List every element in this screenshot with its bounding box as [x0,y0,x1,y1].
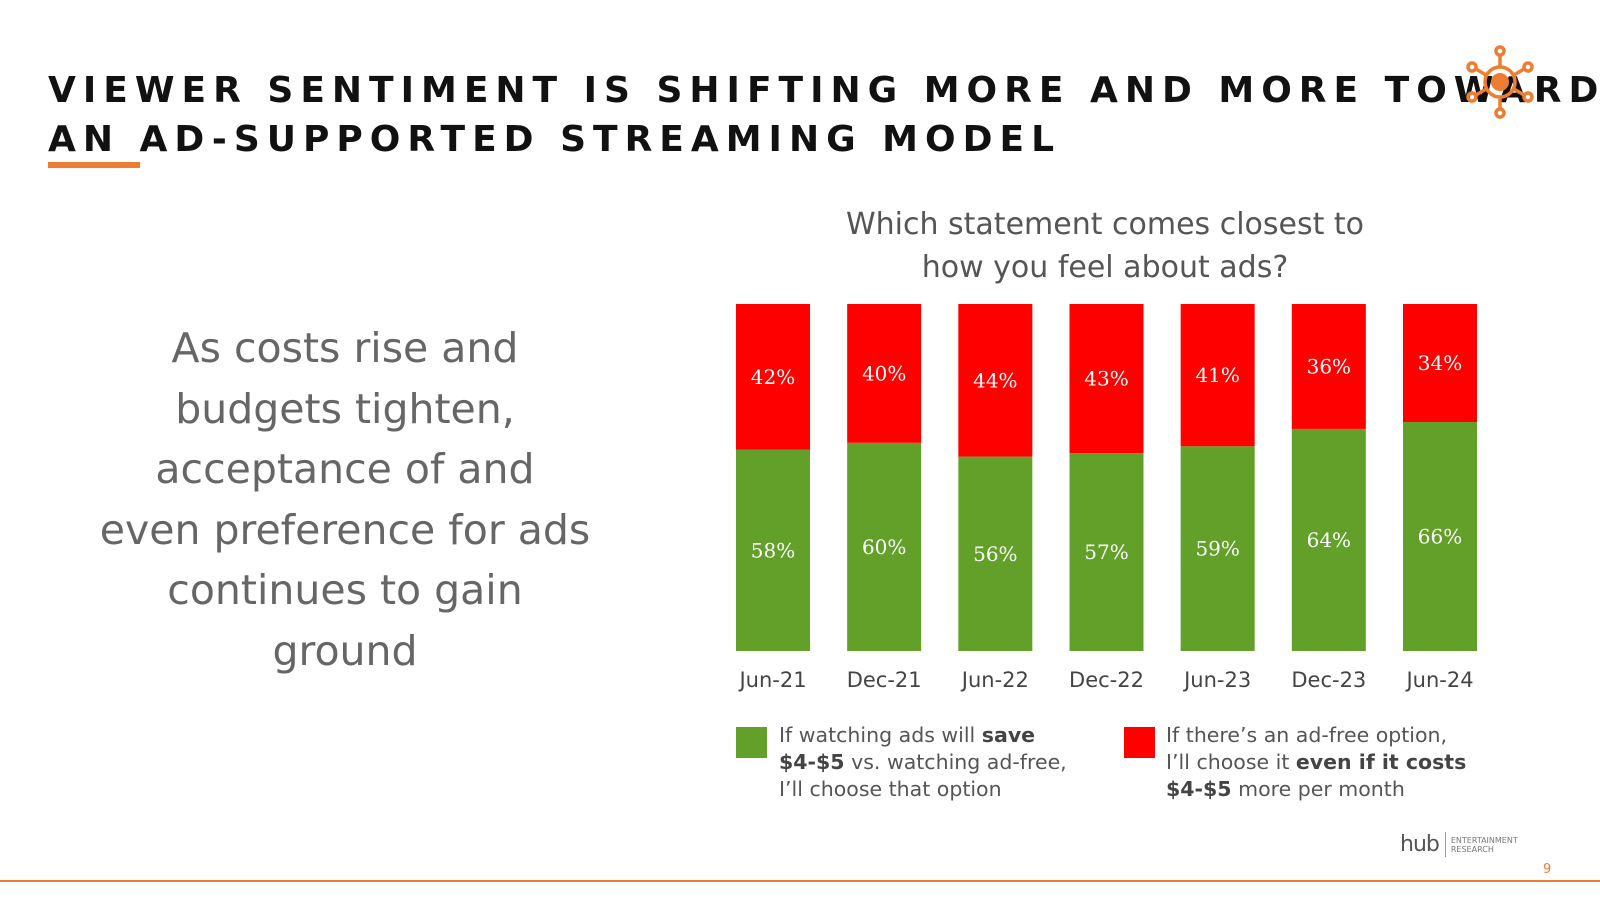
key-message-line: As costs rise and [171,324,519,372]
x-tick-label: Dec-22 [1069,668,1144,692]
data-label-save-Dec-21: 60% [862,535,906,559]
bar-adfree-Dec-22 [1069,304,1144,454]
bar-save-Jun-24 [1403,421,1477,651]
legend-save-bold-2: $4-$5 [779,750,845,774]
x-tick-label: Jun-22 [960,668,1029,692]
sun-network-icon [1466,45,1534,119]
x-tick-label: Jun-23 [1182,668,1251,692]
bar-adfree-Jun-21 [736,304,810,450]
key-message-line: continues to gain [167,566,523,614]
key-message-line: budgets tighten, [175,384,515,433]
x-tick-label: Jun-21 [737,668,806,692]
bar-adfree-Dec-23 [1291,304,1366,429]
data-label-save-Jun-23: 59% [1195,537,1239,561]
key-message-line: ground [272,626,418,675]
legend-adfree-text-2: I’ll choose it [1166,750,1296,774]
data-label-save-Dec-22: 57% [1084,540,1128,564]
slide-title-line-1: VIEWER SENTIMENT IS SHIFTING MORE AND MO… [48,70,1600,111]
data-label-adfree-Jun-22: 44% [973,368,1017,392]
legend-adfree-text-1: If there’s an ad-free option, [1166,723,1448,747]
data-label-adfree-Jun-21: 42% [751,365,795,389]
bar-adfree-Jun-23 [1180,304,1255,447]
footer-rule [0,880,1600,882]
chart-title-line-1: Which statement comes closest to [845,207,1365,242]
legend-save-text-2: vs. watching ad-free, [844,750,1067,774]
x-tick-label: Dec-23 [1291,668,1366,692]
key-message: As costs rise and budgets tighten, accep… [50,318,640,681]
legend-swatch-green [736,727,767,758]
legend-save-bold-1: save [981,723,1036,747]
brand-logo: hub ENTERTAINMENT RESEARCH [1400,832,1541,857]
bar-save-Dec-22 [1069,453,1144,651]
bar-adfree-Dec-21 [847,304,922,443]
brand-name: hub [1400,832,1446,857]
bar-save-Dec-23 [1291,428,1366,651]
brand-subtitle: ENTERTAINMENT RESEARCH [1446,836,1541,854]
bar-save-Jun-21 [736,449,810,651]
data-label-adfree-Jun-24: 34% [1418,351,1462,375]
data-label-save-Dec-23: 64% [1307,528,1351,552]
data-label-adfree-Dec-22: 43% [1084,367,1128,391]
legend-item-adfree: If there’s an ad-free option, I’ll choos… [1166,722,1486,803]
bar-adfree-Jun-22 [958,304,1033,457]
data-label-save-Jun-22: 56% [973,542,1017,566]
slide-title-line-2: AN AD-SUPPORTED STREAMING MODEL [48,119,1062,160]
data-label-save-Jun-24: 66% [1418,524,1462,548]
brand-subtitle-line-1: ENTERTAINMENT [1450,835,1518,845]
key-message-line: acceptance of and [155,445,535,493]
chart-title: Which statement comes closest to how you… [800,203,1410,289]
bar-save-Jun-22 [958,456,1033,651]
bar-adfree-Jun-24 [1403,304,1477,422]
legend-save-text-3: I’ll choose that option [779,777,1002,801]
x-tick-label: Jun-24 [1404,668,1473,692]
bar-save-Dec-21 [847,442,922,651]
data-label-adfree-Dec-23: 36% [1307,354,1351,378]
brand-subtitle-line-2: RESEARCH [1450,844,1494,854]
legend-adfree-bold-1: even if it costs [1295,750,1467,774]
data-label-adfree-Dec-21: 40% [862,361,906,385]
chart-title-line-2: how you feel about ads? [921,250,1289,285]
title-underline [48,162,140,168]
key-message-line: even preference for ads [99,505,591,554]
slide-title: VIEWER SENTIMENT IS SHIFTING MORE AND MO… [48,66,1600,164]
legend-adfree-text-3: more per month [1231,777,1405,801]
x-tick-label: Dec-21 [847,668,922,692]
bar-save-Jun-23 [1180,446,1255,651]
data-label-save-Jun-21: 58% [751,538,795,562]
page-number: 9 [1543,862,1552,877]
data-label-adfree-Jun-23: 41% [1195,363,1239,387]
legend-save-text-1: If watching ads will [779,723,982,747]
legend-item-save: If watching ads will save $4-$5 vs. watc… [779,722,1099,803]
legend-adfree-bold-2: $4-$5 [1166,777,1232,801]
legend-swatch-red [1124,727,1155,758]
